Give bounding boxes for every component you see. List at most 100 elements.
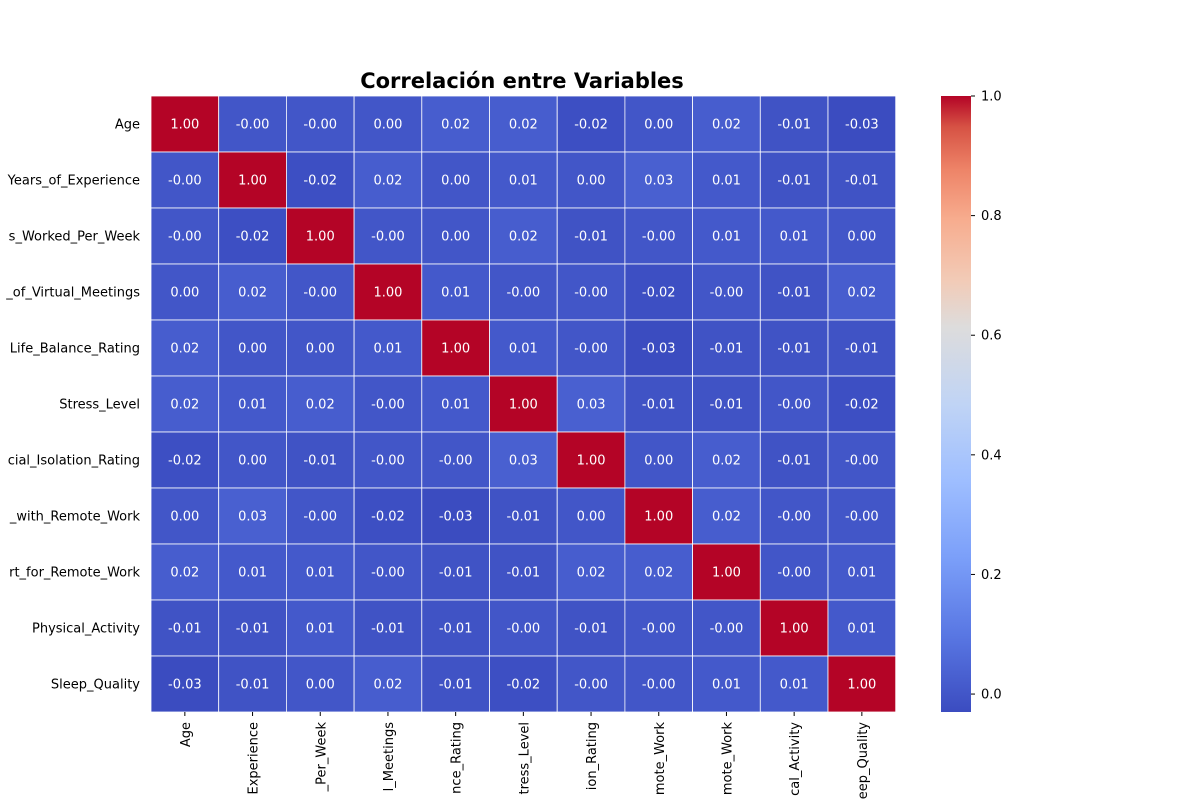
cell-value-label: 1.00	[441, 342, 470, 357]
heatmap-cell	[489, 543, 558, 601]
cell-value-label: 0.02	[373, 174, 402, 189]
cell-value-label: 0.01	[712, 230, 741, 245]
cell-value-label: -0.02	[574, 118, 608, 133]
cell-value-label: 1.00	[238, 174, 267, 189]
cell-value-label: -0.00	[574, 342, 608, 357]
cell-value-label: -0.01	[777, 174, 811, 189]
heatmap-cell	[624, 599, 694, 657]
heatmap-cell	[285, 151, 355, 209]
row-labels: Age Years_of_Experience s_Worked_Per_Week _…	[5, 118, 140, 693]
cell-value-label: 0.01	[306, 566, 335, 581]
cell-value-label: -0.01	[507, 510, 541, 525]
cell-value-label: 1.00	[373, 286, 402, 301]
cell-value-label: 0.00	[441, 230, 470, 245]
cell-value-label: -0.02	[303, 174, 337, 189]
cell-value-label: -0.00	[574, 678, 608, 693]
heatmap-cell	[150, 431, 220, 489]
row-label: Stress_Level	[59, 398, 140, 413]
cell-value-label: -0.00	[845, 510, 879, 525]
heatmap-cell	[827, 151, 897, 209]
cell-value-label: -0.00	[642, 230, 676, 245]
colorbar-tick-label: 0.6	[981, 329, 1002, 344]
row-label: Physical_Activity	[32, 622, 140, 637]
cell-value-label: 1.00	[306, 230, 335, 245]
cell-value-label: -0.00	[439, 454, 473, 469]
cell-value-label: -0.01	[303, 454, 337, 469]
heatmap-cell	[759, 263, 829, 321]
cell-value-label: 1.00	[712, 566, 741, 581]
heatmap-cell	[489, 375, 558, 433]
heatmap-cell	[556, 431, 626, 489]
heatmap-cell	[759, 95, 829, 153]
cell-value-label: -0.01	[439, 678, 473, 693]
column-label: ion_Rating	[585, 722, 600, 790]
heatmap-cell	[353, 543, 423, 601]
cell-value-label: 0.02	[644, 566, 673, 581]
cell-value-label: 0.02	[373, 678, 402, 693]
cell-value-label: -0.03	[845, 118, 879, 133]
heatmap-cell	[353, 431, 423, 489]
heatmap-cell	[827, 263, 897, 321]
column-label: cal_Activity	[788, 722, 803, 796]
cell-value-label: -0.00	[507, 286, 541, 301]
heatmap-cell	[624, 151, 694, 209]
heatmap-cell	[759, 487, 829, 545]
heatmap-cell	[218, 431, 287, 489]
cell-value-label: 0.02	[712, 454, 741, 469]
heatmap-cell	[353, 599, 423, 657]
row-label: cial_Isolation_Rating	[8, 454, 140, 469]
heatmap-cell	[556, 543, 626, 601]
heatmap-cell	[218, 263, 287, 321]
heatmap-cell	[285, 319, 355, 377]
heatmap-cell	[692, 431, 761, 489]
cell-value-label: -0.00	[371, 230, 405, 245]
heatmap-cell	[353, 95, 423, 153]
heatmap-cell	[150, 151, 220, 209]
cell-value-label: 0.02	[712, 510, 741, 525]
cell-value-label: -0.00	[642, 622, 676, 637]
heatmap-cell	[624, 543, 694, 601]
cell-value-label: -0.02	[371, 510, 405, 525]
heatmap-cell	[285, 207, 355, 265]
heatmap-cell	[827, 487, 897, 545]
cell-value-label: -0.00	[507, 622, 541, 637]
cell-value-label: 0.01	[509, 174, 538, 189]
heatmap-cell	[489, 263, 558, 321]
chart-title: Correlación entre Variables	[360, 69, 684, 93]
cell-value-label: -0.00	[303, 510, 337, 525]
heatmap-cell	[150, 543, 220, 601]
heatmap-cell	[150, 207, 220, 265]
heatmap-cell	[692, 263, 761, 321]
heatmap-cell	[285, 543, 355, 601]
cell-value-label: 0.02	[170, 342, 199, 357]
heatmap-cell	[421, 263, 490, 321]
cell-value-label: -0.02	[168, 454, 202, 469]
row-label: Life_Balance_Rating	[10, 342, 140, 357]
heatmap-cell	[556, 487, 626, 545]
colorbar-tick-label: 0.8	[981, 209, 1002, 224]
heatmap-cell	[353, 375, 423, 433]
row-label: Age	[115, 118, 140, 133]
cell-value-label: 0.01	[780, 678, 809, 693]
cell-value-label: 0.02	[238, 286, 267, 301]
heatmap-cell	[421, 487, 490, 545]
cell-value-label: 0.02	[441, 118, 470, 133]
cell-value-label: 0.00	[238, 454, 267, 469]
cell-value-label: -0.01	[507, 566, 541, 581]
column-label: tress_Level	[517, 722, 532, 795]
colorbar-tick-label: 1.0	[981, 90, 1002, 105]
cell-value-label: -0.02	[236, 230, 270, 245]
cell-value-label: 0.00	[170, 286, 199, 301]
cell-value-label: 0.01	[509, 342, 538, 357]
heatmap-cell	[556, 151, 626, 209]
cell-value-label: 1.00	[577, 454, 606, 469]
colorbar-tick-label: 0.4	[981, 448, 1002, 463]
colorbar-tick-label: 0.2	[981, 568, 1002, 583]
heatmap-cell	[556, 263, 626, 321]
cell-value-label: -0.00	[710, 622, 744, 637]
heatmap-cell	[285, 431, 355, 489]
cell-value-label: 1.00	[780, 622, 809, 637]
cell-value-label: -0.01	[236, 622, 270, 637]
heatmap-cell	[285, 95, 355, 153]
